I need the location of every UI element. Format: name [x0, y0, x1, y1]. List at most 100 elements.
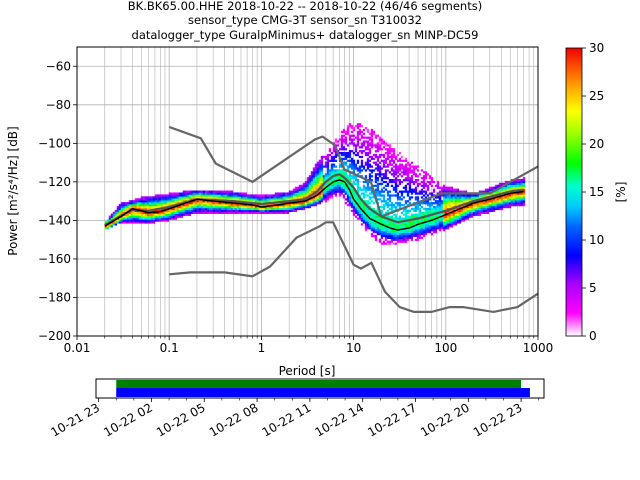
- heatmap-cell: [372, 196, 376, 199]
- heatmap-cell: [416, 196, 420, 199]
- heatmap-cell: [144, 207, 148, 211]
- heatmap-cell: [484, 209, 488, 213]
- heatmap-cell: [454, 211, 458, 214]
- heatmap-cell: [194, 207, 198, 211]
- heatmap-cell: [410, 232, 414, 236]
- heatmap-cell: [316, 186, 320, 189]
- heatmap-cell: [362, 165, 366, 168]
- heatmap-cell: [522, 202, 526, 205]
- heatmap-cell: [276, 196, 280, 199]
- heatmap-cell: [104, 227, 108, 230]
- heatmap-cell: [146, 213, 150, 216]
- heatmap-cell: [440, 186, 444, 189]
- heatmap-cell: [330, 152, 334, 155]
- heatmap-cell: [500, 205, 504, 209]
- heatmap-cell: [346, 155, 350, 159]
- heatmap-cell: [442, 205, 446, 209]
- heatmap-cell: [356, 186, 360, 189]
- heatmap-cell: [456, 209, 460, 213]
- heatmap-cell: [336, 177, 340, 180]
- heatmap-cell: [362, 221, 366, 224]
- heatmap-cell: [378, 138, 382, 141]
- heatmap-cell: [284, 196, 288, 199]
- heatmap-cell: [376, 178, 380, 182]
- heatmap-cell: [240, 196, 244, 199]
- heatmap-cell: [464, 204, 468, 207]
- heatmap-cell: [340, 152, 344, 155]
- heatmap-cell: [326, 157, 330, 161]
- heatmap-cell: [258, 196, 262, 199]
- heatmap-cell: [152, 213, 156, 216]
- heatmap-cell: [478, 213, 482, 216]
- heatmap-cell: [268, 198, 272, 201]
- heatmap-cell: [412, 188, 416, 191]
- heatmap-cell: [412, 229, 416, 232]
- heatmap-cell: [448, 223, 452, 226]
- heatmap-cell: [480, 190, 484, 193]
- heatmap-cell: [334, 171, 338, 174]
- heatmap-cell: [248, 207, 252, 211]
- heatmap-cell: [166, 219, 170, 222]
- heatmap-cell: [348, 159, 352, 162]
- heatmap-cell: [384, 200, 388, 203]
- heatmap-cell: [334, 182, 338, 186]
- heatmap-cell: [148, 213, 152, 216]
- heatmap-cell: [168, 211, 172, 214]
- heatmap-cell: [366, 130, 370, 134]
- heatmap-cell: [248, 211, 252, 214]
- heatmap-cell: [408, 180, 412, 184]
- heatmap-cell: [352, 209, 356, 213]
- heatmap-cell: [320, 165, 324, 168]
- heatmap-cell: [388, 146, 392, 149]
- heatmap-cell: [322, 184, 326, 187]
- heatmap-cell: [382, 180, 386, 184]
- heatmap-cell: [372, 225, 376, 228]
- heatmap-cell: [320, 159, 324, 162]
- figure-title: BK.BK65.00.HHE 2018-10-22 -- 2018-10-22 …: [128, 0, 482, 42]
- heatmap-cell: [470, 205, 474, 209]
- heatmap-cell: [152, 215, 156, 218]
- heatmap-cell: [458, 200, 462, 203]
- heatmap-cell: [422, 213, 426, 216]
- heatmap-cell: [380, 142, 384, 145]
- heatmap-cell: [186, 207, 190, 211]
- heatmap-cell: [372, 144, 376, 147]
- heatmap-cell: [392, 194, 396, 197]
- heatmap-cell: [434, 229, 438, 232]
- heatmap-cell: [376, 169, 380, 172]
- heatmap-cell: [452, 211, 456, 214]
- heatmap-cell: [144, 198, 148, 201]
- heatmap-cell: [492, 205, 496, 209]
- heatmap-cell: [426, 229, 430, 232]
- heatmap-cell: [302, 186, 306, 189]
- heatmap-cell: [456, 211, 460, 214]
- heatmap-cell: [450, 221, 454, 224]
- heatmap-cell: [414, 198, 418, 201]
- heatmap-cell: [444, 196, 448, 199]
- heatmap-cell: [456, 219, 460, 222]
- heatmap-cell: [140, 217, 144, 220]
- heatmap-cell: [402, 159, 406, 162]
- heatmap-cell: [302, 202, 306, 205]
- heatmap-cell: [326, 167, 330, 170]
- heatmap-cell: [406, 175, 410, 178]
- heatmap-cell: [278, 205, 282, 209]
- heatmap-cell: [514, 196, 518, 199]
- heatmap-cell: [370, 142, 374, 145]
- heatmap-cell: [386, 229, 390, 232]
- heatmap-cell: [254, 198, 258, 201]
- heatmap-cell: [290, 205, 294, 209]
- heatmap-cell: [380, 182, 384, 186]
- heatmap-cell: [410, 229, 414, 232]
- heatmap-cell: [436, 182, 440, 186]
- heatmap-cell: [496, 204, 500, 207]
- heatmap-cell: [384, 142, 388, 145]
- heatmap-cell: [208, 209, 212, 213]
- heatmap-cell: [254, 211, 258, 214]
- heatmap-cell: [108, 219, 112, 222]
- heatmap-cell: [482, 205, 486, 209]
- heatmap-cell: [176, 200, 180, 203]
- heatmap-cell: [368, 165, 372, 168]
- heatmap-cell: [300, 196, 304, 199]
- heatmap-cell: [362, 180, 366, 184]
